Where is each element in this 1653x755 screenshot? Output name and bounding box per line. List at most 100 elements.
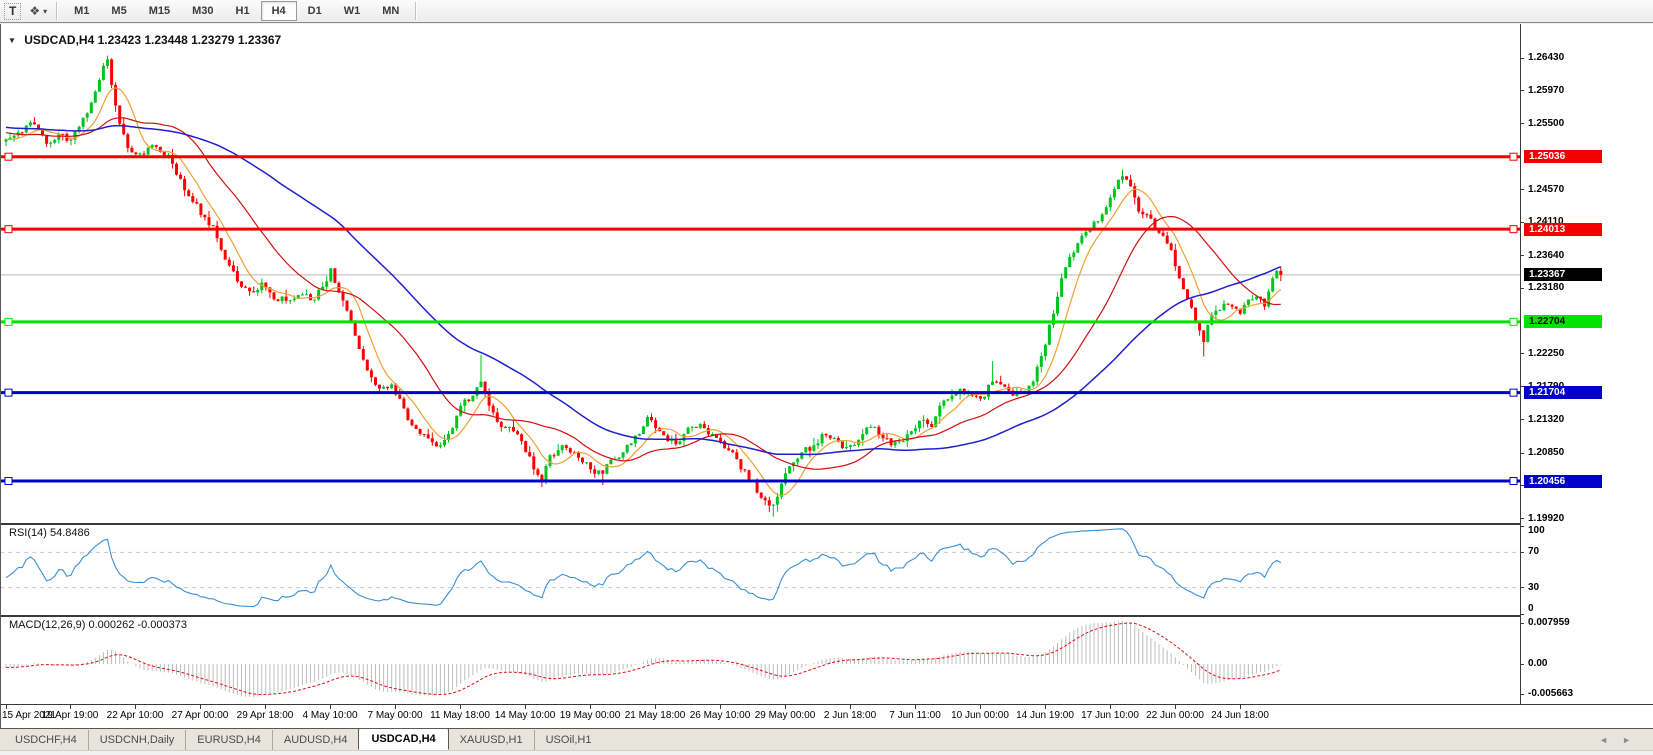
axis-tick — [1520, 485, 1524, 487]
level-handle[interactable] — [1509, 225, 1518, 234]
price-tick-label: 1.25500 — [1528, 117, 1565, 129]
axis-tick — [1520, 90, 1524, 92]
toolbar-separator — [415, 2, 418, 20]
arrows-icon: ❖ — [29, 3, 41, 18]
price-tick-label: 1.21790 — [1528, 381, 1564, 393]
macd-signal-line — [5, 622, 1281, 696]
level-handle[interactable] — [1509, 477, 1518, 486]
tf-button-w1[interactable]: W1 — [343, 5, 361, 17]
ma-60-line[interactable] — [5, 124, 1282, 456]
rsi-plot[interactable] — [0, 528, 1520, 608]
axis-tick — [1520, 57, 1524, 59]
tf-button-h1[interactable]: H1 — [235, 5, 250, 17]
rsi-macd-separator[interactable] — [0, 615, 1520, 617]
price-tick-label: 1.26430 — [1528, 52, 1565, 63]
tab-xauusd-h1[interactable]: XAUUSD,H1 — [459, 734, 523, 746]
tf-button-m15[interactable]: M15 — [148, 5, 171, 17]
symbol-dropdown-icon: ▼ — [8, 36, 16, 45]
chart-title: ▼ USDCAD,H4 1.23423 1.23448 1.23279 1.23… — [8, 33, 281, 47]
text-tool-label: T — [9, 3, 17, 18]
tf-button-m30[interactable]: M30 — [192, 5, 214, 17]
tab-scroll-arrows: ◄► — [1599, 735, 1645, 745]
axis-tick — [1520, 419, 1524, 421]
tab-usoil-h1[interactable]: USOil,H1 — [533, 730, 603, 750]
tab-usdcad-h4[interactable]: USDCAD,H4 — [358, 728, 449, 750]
chart-window[interactable]: ▼ USDCAD,H4 1.23423 1.23448 1.23279 1.23… — [0, 24, 1653, 728]
rsi-label: RSI(14) 54.8486 — [9, 527, 90, 539]
rsi-scale-label: 0 — [1528, 603, 1534, 614]
text-tool-button[interactable]: T — [4, 2, 22, 20]
axis-tick — [1520, 663, 1524, 665]
level-handle[interactable] — [1509, 317, 1518, 326]
tab-eurusd-h4[interactable]: EURUSD,H4 — [185, 730, 272, 750]
time-tick-label: 24 Jun 18:00 — [1211, 710, 1269, 721]
time-axis-line — [0, 704, 1653, 705]
axis-tick — [1520, 123, 1524, 125]
chart-canvas[interactable] — [0, 24, 1653, 728]
tab-audusd-h4[interactable]: AUDUSD,H4 — [271, 730, 359, 750]
rsi-scale-label: 30 — [1528, 581, 1540, 593]
chart-left-border — [0, 24, 1, 728]
axis-tick — [1520, 622, 1524, 624]
tab-scroll-left-icon[interactable]: ◄ — [1599, 735, 1623, 745]
axis-tick — [1520, 525, 1524, 527]
time-tick-label: 7 Jun 11:00 — [889, 710, 941, 721]
axis-tick — [1520, 551, 1524, 553]
axis-tick — [915, 705, 916, 709]
price-tick-label: 1.23180 — [1528, 282, 1565, 294]
time-tick-label: 14 Jun 19:00 — [1016, 710, 1074, 721]
level-handle[interactable] — [4, 152, 13, 161]
axis-tick — [200, 705, 201, 709]
time-tick-label: 19 Apr 19:00 — [41, 710, 99, 721]
tf-button-mn[interactable]: MN — [382, 5, 400, 17]
ma-8-line[interactable] — [5, 87, 1282, 496]
axis-tick — [655, 705, 656, 709]
ma-25-line[interactable] — [5, 117, 1281, 470]
time-tick-label: 29 May 00:00 — [754, 710, 816, 721]
axis-tick — [1045, 705, 1046, 709]
candles[interactable] — [4, 55, 1283, 517]
level-handle[interactable] — [4, 317, 13, 326]
ohlc-open: 1.23423 — [97, 33, 142, 47]
price-tick-label: 1.23640 — [1528, 249, 1565, 261]
moving-averages[interactable] — [5, 87, 1282, 496]
dropdown-caret-icon: ▾ — [43, 6, 48, 16]
axis-tick — [1240, 705, 1241, 709]
tab-usdchf-h4[interactable]: USDCHF,H4 — [15, 734, 77, 746]
time-tick-label: 22 Apr 10:00 — [106, 710, 164, 721]
level-handle[interactable] — [4, 388, 13, 397]
level-handle[interactable] — [1509, 388, 1518, 397]
tf-button-m1[interactable]: M1 — [74, 5, 90, 17]
time-tick-label: 26 May 10:00 — [689, 710, 751, 721]
price-tick-label: 1.21320 — [1528, 413, 1565, 425]
time-tick-label: 29 Apr 18:00 — [236, 710, 294, 721]
tab-usdcnh-daily[interactable]: USDCNH,Daily — [87, 730, 186, 750]
tab-scroll-right-icon[interactable]: ► — [1622, 735, 1645, 745]
level-handle[interactable] — [1509, 152, 1518, 161]
axis-tick — [1520, 353, 1524, 355]
horizontal-level-lines[interactable] — [0, 152, 1520, 486]
status-strip — [0, 750, 1653, 755]
arrows-tool-button[interactable]: ❖ ▾ — [25, 3, 51, 20]
axis-tick — [1520, 587, 1524, 589]
tf-button-d1[interactable]: D1 — [307, 5, 322, 17]
ohlc-low: 1.23279 — [191, 33, 235, 47]
tf-button-m5[interactable]: M5 — [111, 5, 127, 17]
tf-button-h4[interactable]: H4 — [260, 1, 297, 21]
price-tick-label: 1.19920 — [1528, 512, 1565, 524]
chart-symbol: USDCAD,H4 — [24, 33, 95, 47]
time-tick-label: 21 May 18:00 — [624, 710, 686, 721]
macd-plot[interactable] — [5, 621, 1282, 698]
time-tick-label: 7 May 00:00 — [367, 710, 423, 721]
price-axis[interactable]: 1.26430 1.25970 1.25500 1.24570 1.24110 1.236… — [1520, 24, 1653, 705]
main-rsi-separator[interactable] — [0, 523, 1520, 525]
macd-scale-label: 0.007959 — [1528, 617, 1570, 628]
ohlc-close: 1.23367 — [237, 33, 282, 47]
macd-label: MACD(12,26,9) 0.000262 -0.000373 — [9, 619, 187, 631]
time-tick-label: 14 May 10:00 — [494, 710, 556, 721]
level-handle[interactable] — [4, 225, 13, 234]
time-axis[interactable]: 15 Apr 2021 19 Apr 19:00 22 Apr 10:00 27 Ap… — [0, 705, 1653, 728]
price-tick-label: 1.22250 — [1528, 347, 1565, 359]
level-handle[interactable] — [4, 477, 13, 486]
